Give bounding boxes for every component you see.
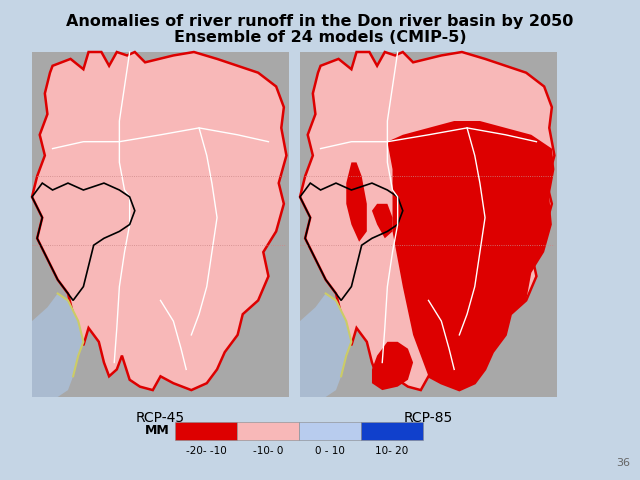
Polygon shape: [387, 121, 554, 390]
Polygon shape: [32, 293, 83, 397]
Text: Anomalies of river runoff in the Don river basin by 2050: Anomalies of river runoff in the Don riv…: [67, 14, 573, 29]
Text: -10- 0: -10- 0: [253, 446, 283, 456]
Text: 10- 20: 10- 20: [376, 446, 408, 456]
FancyBboxPatch shape: [32, 52, 289, 397]
Polygon shape: [32, 52, 287, 390]
Polygon shape: [372, 204, 392, 238]
Text: RCP-45: RCP-45: [136, 411, 185, 425]
FancyBboxPatch shape: [300, 52, 557, 397]
Text: MM: MM: [145, 424, 170, 437]
Polygon shape: [300, 52, 554, 390]
Text: Ensemble of 24 models (CMIP-5): Ensemble of 24 models (CMIP-5): [173, 30, 467, 45]
Polygon shape: [300, 293, 351, 397]
Polygon shape: [372, 342, 413, 390]
FancyBboxPatch shape: [361, 422, 423, 440]
FancyBboxPatch shape: [175, 422, 237, 440]
FancyBboxPatch shape: [237, 422, 299, 440]
Text: 0 - 10: 0 - 10: [315, 446, 345, 456]
Text: -20- -10: -20- -10: [186, 446, 227, 456]
Text: RCP-85: RCP-85: [404, 411, 453, 425]
Polygon shape: [346, 162, 367, 242]
FancyBboxPatch shape: [299, 422, 361, 440]
Text: 36: 36: [616, 458, 630, 468]
